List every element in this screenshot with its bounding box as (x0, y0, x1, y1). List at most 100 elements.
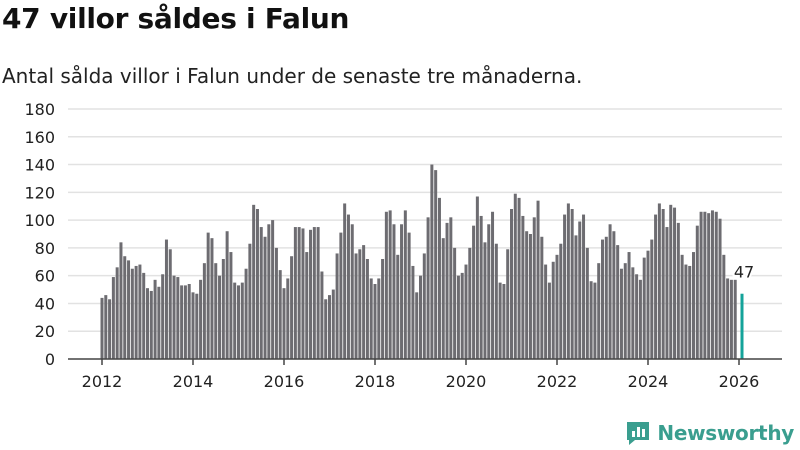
bar (206, 232, 210, 359)
bar (631, 267, 635, 359)
newsworthy-logo[interactable]: Newsworthy (625, 420, 794, 446)
bar (680, 254, 684, 359)
bar (714, 211, 718, 359)
bar (274, 247, 278, 359)
bar (646, 250, 650, 359)
bar (593, 282, 597, 359)
bar (604, 236, 608, 359)
bar (536, 200, 540, 359)
bar (271, 220, 275, 359)
bar (582, 214, 586, 359)
bar (616, 245, 620, 359)
bar (293, 227, 297, 359)
x-tick-label: 2016 (264, 372, 305, 391)
bar (710, 210, 714, 359)
bar (483, 242, 487, 359)
bar (176, 277, 180, 359)
bar (718, 218, 722, 359)
bar (650, 239, 654, 359)
bar (574, 235, 578, 359)
bar (255, 209, 259, 359)
bar (619, 268, 623, 359)
bar (479, 215, 483, 359)
bar (661, 209, 665, 359)
bar (684, 264, 688, 359)
bar (468, 247, 472, 359)
bar (134, 265, 138, 359)
bar (195, 293, 199, 359)
bar (278, 270, 282, 359)
bar (513, 193, 517, 359)
bar (487, 224, 491, 359)
bar (654, 214, 658, 359)
bar (510, 209, 513, 359)
bar (187, 284, 191, 359)
y-tick-label: 80 (35, 239, 55, 258)
bar (635, 274, 639, 359)
bar (472, 225, 476, 359)
bar (290, 256, 294, 359)
bar (392, 224, 396, 359)
bar (388, 210, 392, 359)
x-tick-label: 2024 (628, 372, 669, 391)
bar (422, 253, 426, 359)
bar (305, 252, 309, 359)
y-tick-label: 160 (24, 128, 55, 147)
bar (111, 277, 115, 359)
bar (608, 224, 612, 359)
bar (441, 238, 445, 359)
bar (214, 263, 218, 359)
newsworthy-logo-text: Newsworthy (657, 421, 794, 445)
bar (445, 222, 449, 359)
bar (544, 264, 548, 359)
bar (237, 285, 240, 359)
bar (528, 234, 532, 359)
bar (354, 253, 358, 359)
bar (411, 265, 415, 359)
y-tick-label: 180 (24, 100, 55, 119)
bar (578, 221, 582, 359)
bar (491, 211, 495, 359)
bar (597, 263, 601, 359)
bar (172, 275, 176, 359)
bar (669, 204, 673, 359)
bar (153, 279, 157, 359)
page-title: 47 villor såldes i Falun (2, 2, 350, 35)
x-tick-label: 2026 (719, 372, 760, 391)
bar (506, 249, 510, 359)
bar (240, 282, 244, 359)
bar (525, 231, 529, 359)
bar (286, 278, 290, 359)
x-tick-label: 2012 (82, 372, 123, 391)
bar (100, 297, 104, 359)
bar (191, 292, 195, 359)
bar (551, 261, 555, 359)
bar (570, 209, 574, 359)
bar (449, 217, 453, 359)
bar (142, 272, 146, 359)
bar (233, 282, 237, 359)
bar (377, 278, 381, 359)
bar (430, 164, 434, 359)
bar (460, 272, 464, 359)
bar (532, 217, 536, 359)
bar (229, 252, 233, 359)
bar (559, 243, 563, 359)
chart-subtitle: Antal sålda villor i Falun under de sena… (2, 64, 583, 88)
bar (464, 264, 468, 359)
y-tick-label: 140 (24, 156, 55, 175)
x-tick-label: 2022 (537, 372, 578, 391)
bar (328, 295, 331, 359)
bar (161, 274, 165, 359)
y-tick-label: 100 (24, 211, 55, 230)
bar (400, 224, 404, 359)
bar (339, 232, 343, 359)
bar (301, 228, 305, 359)
bar (248, 243, 252, 359)
bar (309, 229, 313, 359)
bar-highlight (740, 293, 744, 359)
bar (657, 203, 661, 359)
bar (183, 285, 187, 359)
bar (138, 264, 142, 359)
bar (130, 268, 134, 359)
